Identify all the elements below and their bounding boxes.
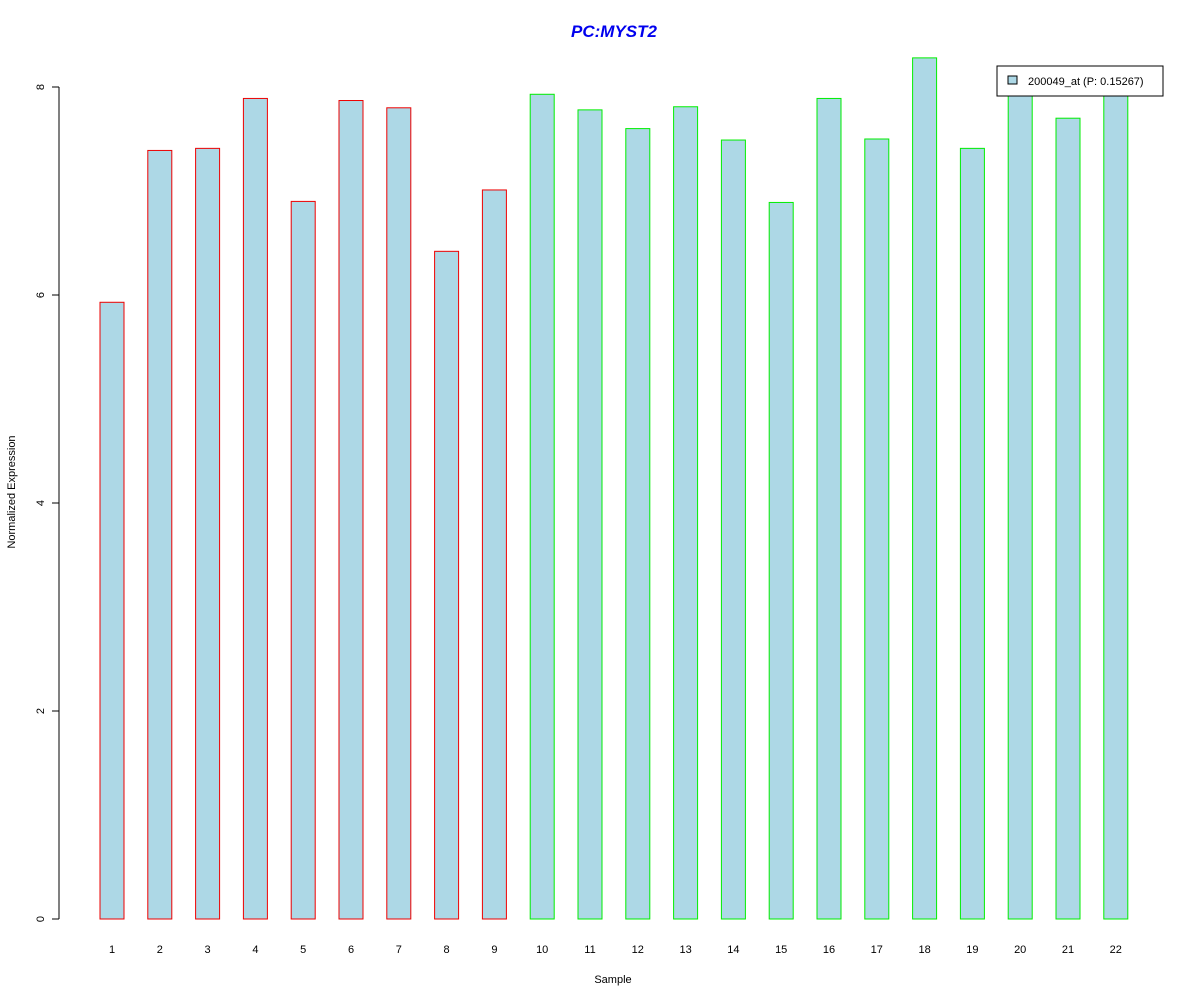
x-tick-label: 10 — [536, 944, 548, 956]
bar-sample-20 — [1007, 86, 1033, 920]
x-tick-label: 19 — [966, 944, 978, 956]
x-tick-label: 17 — [871, 944, 883, 956]
bar-sample-16 — [816, 97, 842, 920]
bar-sample-1 — [99, 301, 125, 920]
bar-sample-11 — [577, 109, 603, 920]
x-tick-label: 9 — [491, 944, 497, 956]
x-tick-label: 16 — [823, 944, 835, 956]
bar-sample-18 — [912, 57, 938, 920]
x-axis-label: Sample — [594, 974, 631, 986]
bar-sample-21 — [1055, 117, 1081, 920]
bar-sample-6 — [338, 100, 364, 920]
legend-label: 200049_at (P: 0.15267) — [1028, 76, 1144, 88]
x-tick-label: 21 — [1062, 944, 1074, 956]
x-tick-label: 13 — [679, 944, 691, 956]
x-tick-label: 14 — [727, 944, 739, 956]
bar-sample-15 — [768, 201, 794, 920]
bar-sample-3 — [195, 147, 221, 920]
x-tick-label: 7 — [396, 944, 402, 956]
legend-swatch — [1007, 75, 1018, 85]
x-tick-label: 12 — [632, 944, 644, 956]
y-tick-label: 4 — [35, 500, 47, 506]
bar-sample-5 — [290, 200, 316, 920]
legend: 200049_at (P: 0.15267) — [996, 65, 1164, 97]
x-tick-label: 20 — [1014, 944, 1026, 956]
x-tick-label: 15 — [775, 944, 787, 956]
legend-box — [996, 65, 1164, 97]
x-tick-label: 18 — [918, 944, 930, 956]
bar-sample-7 — [386, 107, 412, 920]
x-tick-label: 22 — [1110, 944, 1122, 956]
bar-sample-9 — [481, 189, 507, 920]
y-axis-label: Normalized Expression — [6, 435, 18, 548]
chart-title: PC:MYST2 — [571, 22, 658, 41]
y-tick-label: 2 — [35, 708, 47, 714]
x-tick-label: 5 — [300, 944, 306, 956]
bar-sample-22 — [1103, 88, 1129, 920]
bar-sample-13 — [673, 106, 699, 920]
bar-sample-10 — [529, 93, 555, 920]
bar-sample-8 — [434, 250, 460, 920]
x-tick-label: 8 — [444, 944, 450, 956]
x-tick-label: 4 — [252, 944, 258, 956]
x-tick-label: 11 — [584, 944, 595, 956]
y-tick-label: 8 — [35, 84, 47, 90]
x-tick-label: 3 — [205, 944, 211, 956]
x-tick-label: 6 — [348, 944, 354, 956]
bar-sample-4 — [242, 97, 268, 920]
y-tick-label: 6 — [35, 292, 47, 298]
x-tick-label: 2 — [157, 944, 163, 956]
y-tick-label: 0 — [35, 916, 47, 922]
bar-sample-17 — [864, 138, 890, 920]
x-tick-label: 1 — [109, 944, 115, 956]
bar-sample-12 — [625, 128, 651, 920]
bar-sample-2 — [147, 149, 173, 920]
bar-sample-14 — [720, 139, 746, 920]
bar-sample-19 — [959, 147, 985, 920]
